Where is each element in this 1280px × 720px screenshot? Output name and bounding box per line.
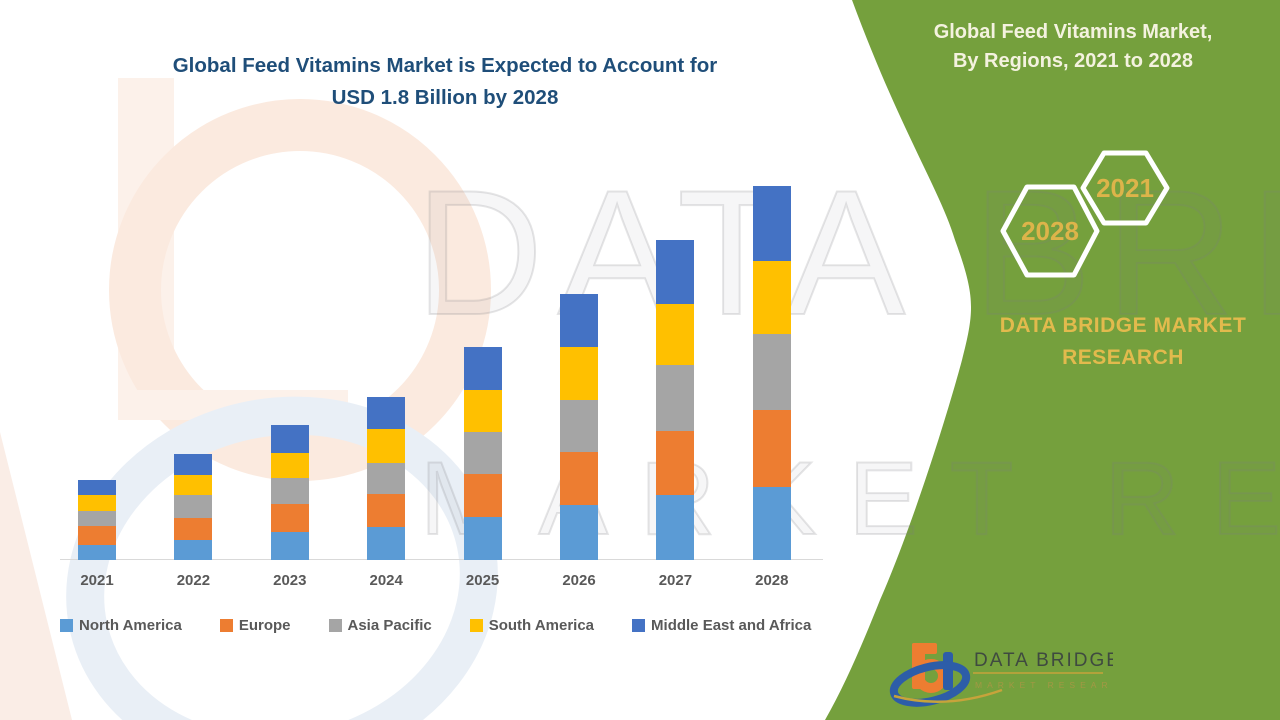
hexagon-2028 — [1000, 184, 1100, 278]
legend-swatch-south-america — [469, 619, 483, 632]
bar-2023-segment-asia-pacific — [270, 478, 309, 504]
legend-label-south-america: South America — [488, 617, 595, 634]
legend-item-north-america: North America — [60, 617, 182, 634]
logo-d-stem-icon — [943, 652, 953, 690]
bar-2022-segment-south-america — [174, 475, 213, 495]
stacked-bar-chart: 2021 2022 2023 2024 2025 2026 2027 2028 — [60, 186, 823, 589]
bar-2021-segment-europe — [78, 526, 116, 545]
bar-2023-segment-europe — [270, 504, 309, 532]
x-axis-label-2022: 2022 — [176, 572, 211, 589]
bar-2021-segment-middle-east-and-africa — [78, 480, 116, 495]
bar-2027-segment-asia-pacific — [656, 365, 695, 431]
bar-2024 — [367, 397, 406, 560]
brand-text-line1: DATA BRIDGE MARKET — [999, 314, 1247, 337]
bar-2022-segment-north-america — [174, 540, 213, 560]
legend-label-asia-pacific: Asia Pacific — [347, 617, 432, 634]
brand-text-line2: RESEARCH — [1062, 346, 1184, 369]
bar-2023 — [270, 425, 309, 560]
bar-2021 — [78, 480, 116, 560]
logo-b-hook-icon — [912, 643, 937, 654]
bar-2021-segment-asia-pacific — [78, 511, 116, 526]
green-panel-shape — [825, 0, 1280, 720]
bar-2025-segment-asia-pacific — [463, 432, 502, 474]
bar-2026 — [560, 294, 598, 560]
legend-swatch-north-america — [60, 619, 73, 632]
hexagon-2021 — [1080, 150, 1170, 226]
bar-2027-segment-north-america — [656, 495, 695, 560]
legend-label-europe: Europe — [238, 617, 291, 634]
bar-2026-segment-middle-east-and-africa — [560, 294, 598, 347]
bar-2028 — [752, 186, 791, 560]
bar-2022-segment-middle-east-and-africa — [174, 454, 213, 475]
hexagon-year-back: 2028 — [1021, 216, 1079, 246]
chart-title-line1: Global Feed Vitamins Market is Expected … — [172, 54, 718, 77]
bar-2028-segment-europe — [752, 410, 791, 487]
data-bridge-logo: DATA BRIDGE MARKET RESEARCH — [889, 643, 1113, 707]
bar-2025-segment-south-america — [463, 390, 502, 432]
bar-2026-segment-europe — [560, 452, 598, 505]
bar-2021-segment-south-america — [78, 495, 116, 511]
chart-legend: North America Europe Asia Pacific South Ame… — [60, 617, 850, 634]
legend-item-europe: Europe — [219, 617, 291, 634]
bar-2023-segment-north-america — [270, 532, 309, 560]
bar-2022-segment-asia-pacific — [174, 495, 213, 518]
bar-2027-segment-europe — [656, 431, 695, 495]
year-hexagons: 2028 2021 — [1000, 150, 1170, 278]
bar-2026-segment-north-america — [560, 505, 598, 560]
hexagon-year-front: 2021 — [1096, 173, 1154, 203]
panel-title: Global Feed Vitamins Market, By Regions,… — [873, 18, 1273, 76]
bar-2024-segment-asia-pacific — [367, 463, 406, 494]
bar-2023-segment-middle-east-and-africa — [270, 425, 309, 453]
legend-item-south-america: South America — [469, 617, 595, 634]
panel-title-line2: By Regions, 2021 to 2028 — [952, 50, 1194, 72]
bar-2023-segment-south-america — [270, 453, 309, 478]
logo-tagline-text: MARKET RESEARCH — [975, 680, 1113, 690]
bar-2025 — [463, 347, 502, 560]
bar-2025-segment-north-america — [463, 517, 502, 560]
watermark-corner-wedge — [0, 432, 72, 720]
x-axis-line — [60, 559, 823, 560]
bar-2028-segment-north-america — [752, 487, 791, 560]
x-axis-label-2021: 2021 — [80, 572, 114, 589]
bar-2024-segment-middle-east-and-africa — [367, 397, 406, 429]
bar-2028-segment-asia-pacific — [752, 334, 791, 410]
legend-label-north-america: North America — [79, 617, 182, 634]
panel-title-line1: Global Feed Vitamins Market, — [933, 21, 1213, 43]
x-axis-label-2024: 2024 — [369, 572, 403, 589]
x-axis-label-2023: 2023 — [273, 572, 307, 589]
x-axis-label-2027: 2027 — [658, 572, 693, 589]
bar-2022-segment-europe — [174, 518, 213, 540]
bar-2027 — [656, 240, 695, 560]
bar-2026-segment-asia-pacific — [560, 400, 598, 452]
bar-2028-segment-middle-east-and-africa — [752, 186, 791, 261]
legend-item-middle-east-and-africa: Middle East and Africa — [632, 617, 811, 634]
bar-2022 — [174, 454, 213, 560]
brand-text: DATA BRIDGE MARKET RESEARCH — [990, 310, 1256, 374]
logo-brand-text: DATA BRIDGE — [974, 650, 1113, 671]
x-axis-label-2025: 2025 — [465, 572, 500, 589]
logo-gold-arc-icon — [893, 688, 1003, 703]
legend-item-asia-pacific: Asia Pacific — [328, 617, 432, 634]
legend-swatch-asia-pacific — [328, 619, 342, 632]
bar-2027-segment-middle-east-and-africa — [656, 240, 695, 304]
bar-2021-segment-north-america — [78, 545, 116, 560]
bar-2028-segment-south-america — [752, 261, 791, 334]
x-axis-label-2028: 2028 — [755, 572, 789, 589]
legend-label-middle-east-and-africa: Middle East and Africa — [651, 617, 812, 634]
bar-2024-segment-north-america — [367, 527, 406, 560]
chart-title-line2: USD 1.8 Billion by 2028 — [331, 86, 559, 109]
bar-2024-segment-europe — [367, 494, 406, 527]
bar-2026-segment-south-america — [560, 347, 598, 400]
x-axis-label-2026: 2026 — [562, 572, 596, 589]
bar-2024-segment-south-america — [367, 429, 406, 463]
legend-swatch-europe — [219, 619, 233, 632]
bar-2025-segment-middle-east-and-africa — [463, 347, 502, 390]
legend-swatch-middle-east-and-africa — [632, 619, 646, 632]
bar-2025-segment-europe — [463, 474, 502, 517]
bar-2027-segment-south-america — [656, 304, 695, 365]
chart-title: Global Feed Vitamins Market is Expected … — [65, 50, 825, 114]
